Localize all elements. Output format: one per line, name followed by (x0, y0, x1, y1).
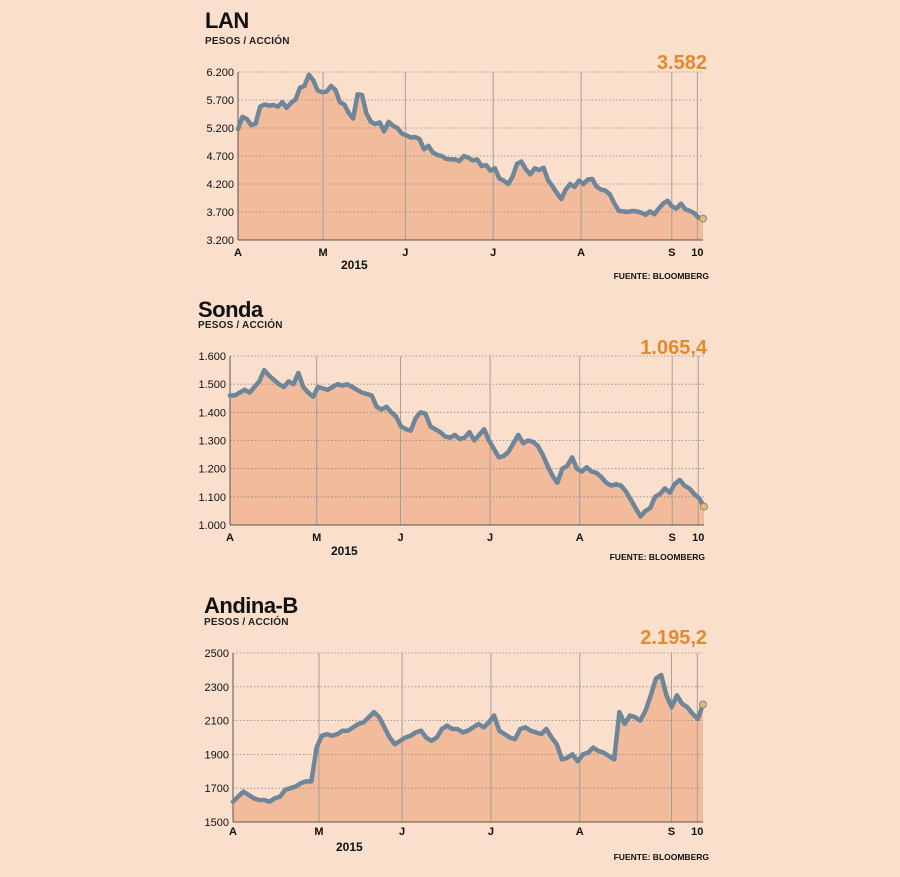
x-tick-label: A (576, 826, 584, 838)
x-tick-label: 10 (691, 826, 703, 838)
y-tick-label: 6.200 (206, 67, 234, 79)
chart-subtitle: PESOS / ACCIÓN (204, 617, 289, 628)
y-tick-label: 1.600 (198, 351, 226, 363)
chart-title: Andina-B (204, 593, 298, 618)
x-tick-label: J (488, 826, 494, 838)
x-tick-label: 10 (692, 532, 704, 544)
x-tick-label: M (318, 247, 327, 259)
x-tick-label: J (399, 826, 405, 838)
source-label: FUENTE: BLOOMBERG (613, 271, 709, 281)
y-tick-label: 3.200 (206, 235, 234, 247)
last-value-label: 3.582 (656, 52, 707, 74)
y-tick-label: 1700 (205, 783, 229, 795)
x-tick-label: S (668, 826, 675, 838)
last-value-label: 1.065,4 (640, 337, 707, 359)
y-tick-label: 1.500 (198, 379, 226, 391)
year-label: 2015 (331, 544, 358, 558)
y-tick-label: 1.000 (198, 520, 226, 532)
x-tick-label: J (490, 247, 496, 259)
y-tick-label: 4.200 (206, 179, 234, 191)
x-tick-label: J (487, 532, 493, 544)
chart-subtitle: PESOS / ACCIÓN (198, 320, 283, 331)
y-tick-label: 4.700 (206, 151, 234, 163)
x-tick-label: A (576, 532, 584, 544)
x-tick-label: A (577, 247, 585, 259)
y-tick-label: 1.100 (198, 492, 226, 504)
area-fill (230, 370, 704, 525)
x-tick-label: J (397, 532, 403, 544)
y-tick-label: 2300 (205, 682, 229, 694)
last-value-label: 2.195,2 (640, 627, 707, 649)
x-tick-label: A (226, 532, 234, 544)
x-tick-label: S (668, 247, 675, 259)
year-label: 2015 (336, 840, 363, 854)
y-tick-label: 1500 (205, 817, 229, 829)
x-tick-label: M (312, 532, 321, 544)
x-tick-label: J (402, 247, 408, 259)
last-point-marker (699, 700, 707, 709)
y-tick-label: 5.700 (206, 95, 234, 107)
area-fill (233, 675, 703, 822)
y-tick-label: 2500 (205, 648, 229, 660)
year-label: 2015 (341, 258, 368, 272)
series-line (235, 72, 706, 221)
chart-title: Sonda (198, 297, 263, 322)
last-point-marker (700, 502, 708, 511)
y-tick-label: 2100 (205, 716, 229, 728)
last-point-marker (699, 214, 707, 223)
source-label: FUENTE: BLOOMBERG (609, 552, 705, 562)
x-tick-label: A (229, 826, 237, 838)
x-tick-label: M (314, 826, 323, 838)
y-tick-label: 1.400 (198, 407, 226, 419)
series-line (230, 672, 706, 804)
series-line (227, 367, 707, 519)
x-tick-label: S (669, 532, 676, 544)
y-tick-label: 3.700 (206, 207, 234, 219)
y-tick-label: 1.300 (198, 436, 226, 448)
x-tick-label: A (234, 247, 242, 259)
x-tick-label: 10 (691, 247, 703, 259)
y-tick-label: 1.200 (198, 464, 226, 476)
chart-title: LAN (205, 8, 249, 33)
source-label: FUENTE: BLOOMBERG (613, 852, 709, 862)
y-tick-label: 1900 (205, 749, 229, 761)
chart-subtitle: PESOS / ACCIÓN (205, 36, 290, 47)
y-tick-label: 5.200 (206, 123, 234, 135)
